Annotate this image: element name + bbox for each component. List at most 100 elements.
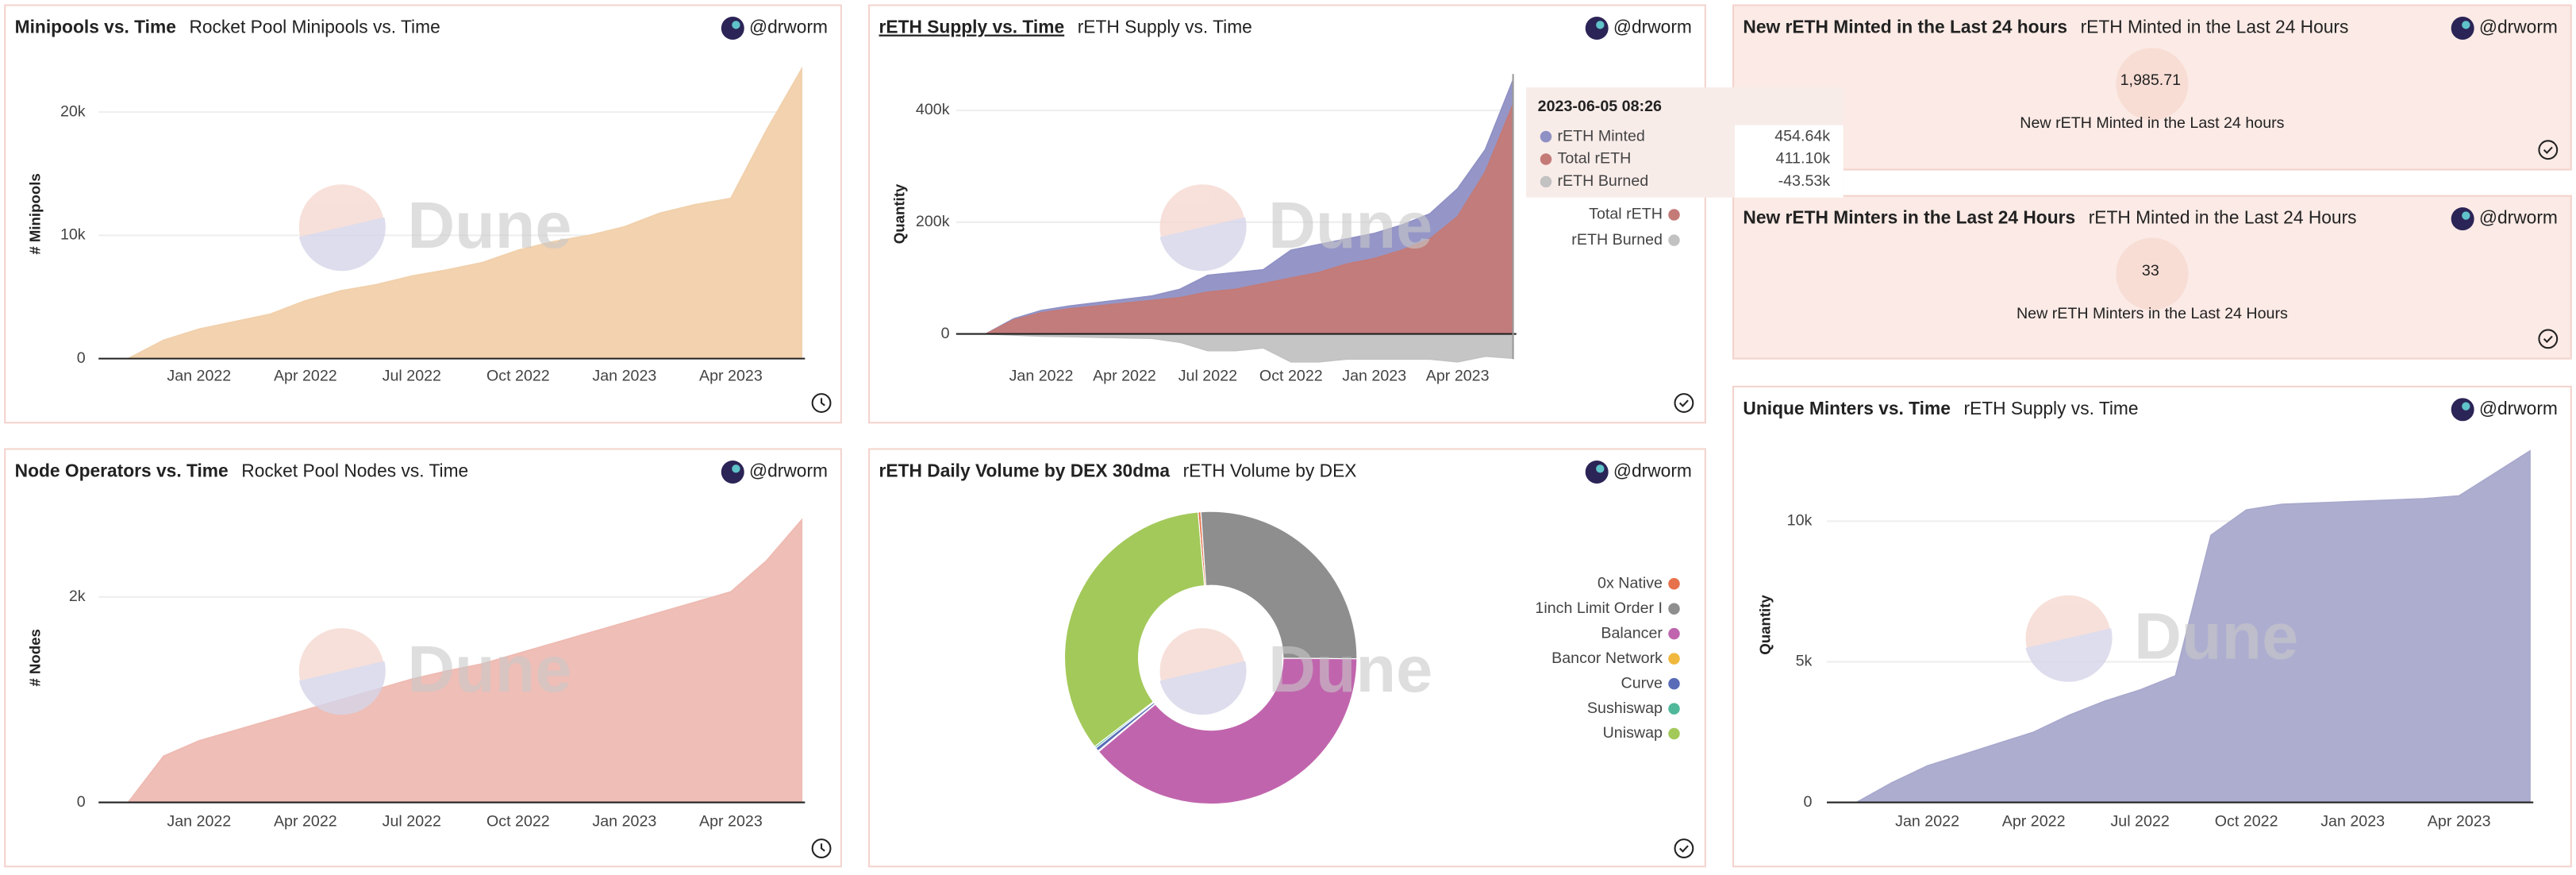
pie-slice <box>1098 657 1358 805</box>
clock-icon[interactable] <box>811 838 832 858</box>
watermark-text: Dune <box>407 188 571 262</box>
widget-title[interactable]: New rETH Minted in the Last 24 hours <box>1743 17 2067 37</box>
x-tick-label: Jul 2022 <box>383 368 441 385</box>
check-icon[interactable] <box>2538 329 2559 349</box>
widget-title[interactable]: New rETH Minters in the Last 24 Hours <box>1743 207 2075 228</box>
y-tick-label: 10k <box>1787 512 1813 530</box>
author-avatar <box>721 460 744 484</box>
area <box>986 333 1514 363</box>
x-tick-label: Apr 2023 <box>699 813 763 831</box>
watermark-text: Dune <box>1268 632 1432 706</box>
legend-swatch <box>1668 703 1680 715</box>
widget-subtitle: rETH Volume by DEX <box>1183 460 1357 480</box>
legend-label[interactable]: Total rETH <box>1589 206 1663 223</box>
x-tick-label: Apr 2022 <box>274 368 337 385</box>
author-name[interactable]: @drworm <box>1613 460 1692 480</box>
widget-title[interactable]: Unique Minters vs. Time <box>1743 398 1950 418</box>
widget-title[interactable]: rETH Daily Volume by DEX 30dma <box>879 460 1171 480</box>
tooltip-value: 411.10k <box>1776 150 1831 168</box>
y-tick-label: 0 <box>941 325 950 342</box>
widget-subtitle: rETH Minted in the Last 24 Hours <box>2081 17 2349 37</box>
legend-label[interactable]: rETH Burned <box>1571 231 1663 249</box>
area <box>985 103 1514 335</box>
watermark: Dune <box>1159 184 1432 272</box>
tooltip-value: 454.64k <box>1774 127 1830 145</box>
y-tick-label: 5k <box>1796 653 1813 670</box>
y-tick-label: 400k <box>916 101 950 118</box>
x-tick-label: Oct 2022 <box>486 368 550 385</box>
author-avatar-dot <box>1596 464 1605 473</box>
x-tick-label: Apr 2022 <box>274 813 337 831</box>
legend-swatch <box>1668 677 1680 690</box>
watermark: Dune <box>2025 595 2298 682</box>
check-icon[interactable] <box>2538 140 2559 160</box>
clock-hands <box>821 398 825 407</box>
check-mark <box>2543 335 2553 344</box>
check-icon[interactable] <box>1674 393 1694 413</box>
check-mark <box>1678 845 1689 853</box>
legend-label[interactable]: Balancer <box>1601 624 1663 642</box>
author-name[interactable]: @drworm <box>2479 207 2558 228</box>
x-tick-label: Apr 2022 <box>1093 368 1156 385</box>
tooltip-series: rETH Burned <box>1558 172 1649 190</box>
legend-swatch <box>1668 653 1680 665</box>
x-tick-label: Jan 2022 <box>1895 813 1959 831</box>
legend-label[interactable]: Curve <box>1621 674 1663 692</box>
area <box>1854 449 2531 804</box>
legend-label[interactable]: 0x Native <box>1598 574 1663 592</box>
watermark: Dune <box>1159 628 1432 715</box>
x-tick-label: Apr 2023 <box>1426 368 1490 385</box>
widget-title[interactable]: Minipools vs. Time <box>15 17 176 37</box>
y-tick-label: 20k <box>60 102 86 120</box>
y-tick-label: 10k <box>60 226 86 244</box>
x-tick-label: Jul 2022 <box>2110 813 2169 831</box>
x-tick-label: Jan 2023 <box>592 813 656 831</box>
y-tick-label: 200k <box>916 213 950 230</box>
author-name[interactable]: @drworm <box>749 17 828 37</box>
watermark-logo-lower <box>2025 628 2113 682</box>
counter-caption: New rETH Minted in the Last 24 hours <box>2020 114 2284 132</box>
watermark: Dune <box>298 628 571 715</box>
legend-swatch <box>1668 234 1680 246</box>
tooltip-value: -43.53k <box>1778 172 1831 190</box>
author-avatar-dot <box>2462 21 2470 29</box>
legend-label[interactable]: Uniswap <box>1603 724 1663 742</box>
x-tick-label: Jan 2022 <box>167 368 231 385</box>
watermark: Dune <box>298 184 571 272</box>
author-name[interactable]: @drworm <box>1613 17 1692 37</box>
author-avatar-dot <box>1596 21 1605 29</box>
watermark-logo-lower <box>1159 217 1247 272</box>
watermark-text: Dune <box>1268 188 1432 262</box>
y-tick-label: 0 <box>77 793 86 811</box>
watermark-logo-lower <box>1159 661 1247 715</box>
counter-watermark <box>2116 48 2189 121</box>
watermark-logo-lower <box>298 661 386 715</box>
check-icon[interactable] <box>1674 838 1694 858</box>
watermark-logo-lower <box>298 217 386 272</box>
legend-swatch <box>1668 603 1680 615</box>
widget-subtitle: rETH Supply vs. Time <box>1963 398 2138 418</box>
pie-slice <box>1063 511 1205 748</box>
check-mark <box>1678 399 1689 407</box>
author-avatar-dot <box>732 464 740 473</box>
author-avatar <box>2451 398 2474 422</box>
x-tick-label: Oct 2022 <box>486 813 550 831</box>
y-axis-title: Quantity <box>890 183 907 244</box>
author-avatar <box>2451 17 2474 40</box>
legend-label[interactable]: 1inch Limit Order I <box>1535 599 1663 617</box>
y-axis-title: # Minipools <box>26 173 43 254</box>
author-name[interactable]: @drworm <box>2479 398 2558 418</box>
legend-label[interactable]: Bancor Network <box>1551 650 1663 667</box>
legend-swatch <box>1668 727 1680 740</box>
legend-label[interactable]: Sushiswap <box>1587 700 1663 717</box>
clock-icon[interactable] <box>811 393 832 413</box>
author-name[interactable]: @drworm <box>2479 17 2558 37</box>
x-tick-label: Oct 2022 <box>2215 813 2278 831</box>
author-name[interactable]: @drworm <box>749 460 828 480</box>
widget-title[interactable]: rETH Supply vs. Time <box>879 17 1065 37</box>
widget-title[interactable]: Node Operators vs. Time <box>15 460 229 480</box>
author-avatar-dot <box>2462 211 2470 220</box>
widget-subtitle: rETH Supply vs. Time <box>1078 17 1252 37</box>
legend-swatch <box>1668 627 1680 640</box>
